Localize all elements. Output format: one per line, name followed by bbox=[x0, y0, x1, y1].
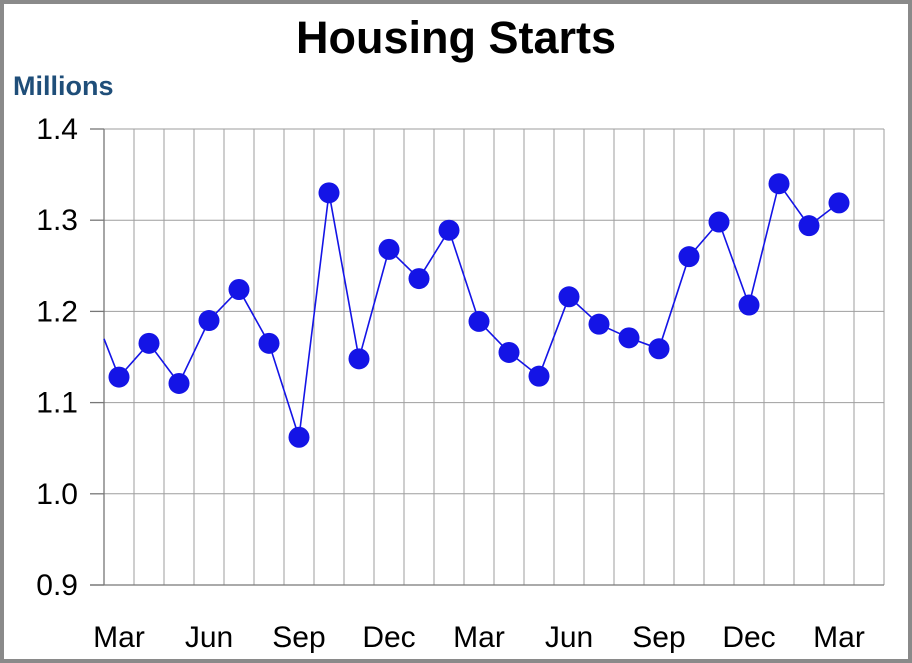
y-tick-label: 1.1 bbox=[36, 387, 78, 420]
data-point-marker bbox=[318, 182, 340, 204]
y-tick-label: 1.0 bbox=[36, 478, 78, 511]
x-tick-label: Sep bbox=[632, 621, 685, 654]
data-point-marker bbox=[498, 341, 520, 363]
data-point-marker bbox=[798, 215, 820, 237]
data-point-marker bbox=[108, 366, 130, 388]
data-point-marker bbox=[558, 286, 580, 308]
data-point-marker bbox=[828, 192, 850, 214]
y-axis-units-label: Millions bbox=[13, 71, 114, 101]
x-tick-label: Jun bbox=[185, 621, 233, 654]
data-point-marker bbox=[138, 332, 160, 354]
x-tick-label: Mar bbox=[813, 621, 865, 654]
data-point-marker bbox=[618, 327, 640, 349]
data-point-marker bbox=[258, 332, 280, 354]
data-point-marker bbox=[228, 279, 250, 301]
y-tick-label: 1.3 bbox=[36, 204, 78, 237]
x-tick-label: Mar bbox=[93, 621, 145, 654]
data-point-marker bbox=[648, 338, 670, 360]
data-point-marker bbox=[588, 313, 610, 335]
x-tick-label: Mar bbox=[453, 621, 505, 654]
data-point-marker bbox=[168, 372, 190, 394]
data-point-marker bbox=[708, 211, 730, 233]
data-point-marker bbox=[678, 246, 700, 268]
x-tick-label: Dec bbox=[362, 621, 415, 654]
data-point-marker bbox=[528, 365, 550, 387]
y-tick-label: 0.9 bbox=[36, 569, 78, 602]
data-point-marker bbox=[738, 294, 760, 316]
data-point-marker bbox=[378, 238, 400, 260]
data-point-marker bbox=[408, 268, 430, 290]
data-point-marker bbox=[288, 426, 310, 448]
line-chart-plot-area: 1.4 1.3 1.2 1.1 1.0 0.9 Mar Jun Sep Dec Mar Jun Sep D… bbox=[36, 113, 885, 654]
chart-title: Housing Starts bbox=[295, 12, 617, 63]
x-tick-label: Jun bbox=[545, 621, 593, 654]
data-point-marker bbox=[198, 310, 220, 332]
x-tick-label: Sep bbox=[272, 621, 325, 654]
data-point-marker bbox=[348, 348, 370, 370]
data-point-marker bbox=[768, 173, 790, 195]
data-point-marker bbox=[468, 310, 490, 332]
y-tick-label: 1.4 bbox=[36, 113, 78, 146]
x-tick-label: Dec bbox=[722, 621, 775, 654]
data-point-marker bbox=[438, 219, 460, 241]
y-tick-label: 1.2 bbox=[36, 295, 78, 328]
